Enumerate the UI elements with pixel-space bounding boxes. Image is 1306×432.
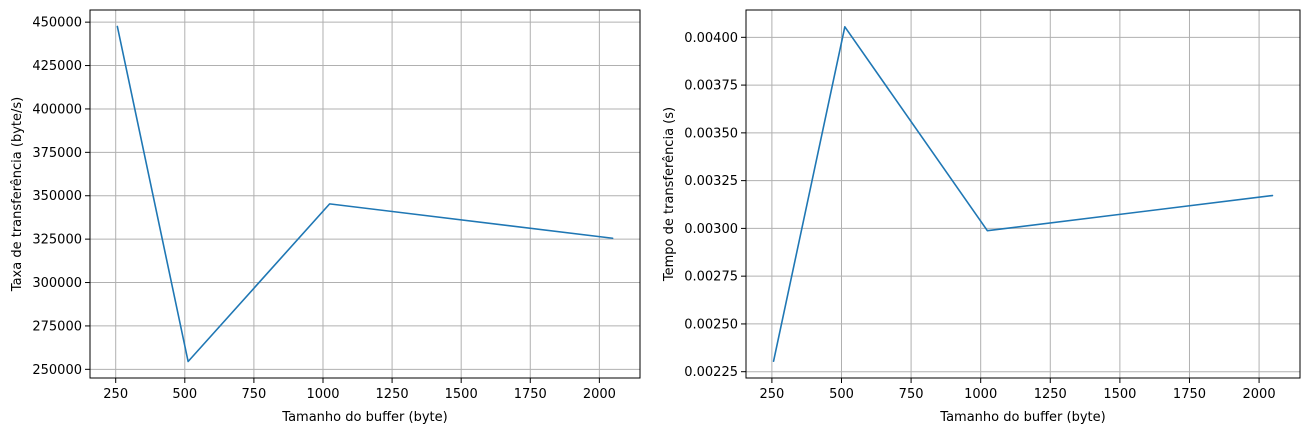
series-line	[116, 25, 614, 363]
y-tick-label: 250000	[32, 363, 82, 378]
y-tick-label: 0.00275	[684, 270, 738, 285]
series-line	[772, 26, 1274, 362]
plot-area-frame	[745, 9, 1301, 379]
x-tick-label: 250	[103, 387, 128, 402]
x-tick-label: 750	[899, 387, 924, 402]
x-axis-label: Tamanho do buffer (byte)	[939, 410, 1105, 425]
x-tick-label: 1500	[1103, 387, 1136, 402]
y-tick-label: 0.00350	[684, 126, 738, 141]
x-tick-label: 1000	[964, 387, 997, 402]
x-tick-label: 1250	[376, 387, 409, 402]
y-tick-label: 0.00300	[684, 222, 738, 237]
y-tick-label: 0.00325	[684, 174, 738, 189]
y-tick-label: 0.00400	[684, 31, 738, 46]
y-tick-label: 400000	[32, 102, 82, 117]
x-tick-label: 2000	[583, 387, 616, 402]
y-axis-label: Taxa de transferência (byte/s)	[10, 97, 25, 292]
y-tick-label: 425000	[32, 59, 82, 74]
y-tick-label: 0.00225	[684, 365, 738, 380]
y-tick-label: 275000	[32, 319, 82, 334]
x-tick-label: 1250	[1034, 387, 1067, 402]
x-tick-label: 1500	[445, 387, 478, 402]
y-tick-label: 325000	[32, 233, 82, 248]
x-axis-label: Tamanho do buffer (byte)	[281, 410, 447, 425]
chart-transfer-time: 250 500 750 1000 1250 1500 1750 2000 0.00225 0.00…	[662, 9, 1301, 425]
x-tick-label: 500	[172, 387, 197, 402]
y-tick-label: 0.00375	[684, 79, 738, 94]
x-tick-label: 1000	[306, 387, 339, 402]
y-tick-label: 0.00250	[684, 317, 738, 332]
y-tick-label: 450000	[32, 16, 82, 31]
y-tick-label: 375000	[32, 146, 82, 161]
x-tick-label: 1750	[514, 387, 547, 402]
x-tick-label: 2000	[1243, 387, 1276, 402]
x-tick-label: 500	[829, 387, 854, 402]
x-tick-label: 250	[759, 387, 784, 402]
chart-transfer-rate: 250 500 750 1000 1250 1500 1750 2000 250000 27500…	[10, 9, 641, 425]
y-tick-label: 350000	[32, 189, 82, 204]
x-tick-label: 1750	[1173, 387, 1206, 402]
plot-area-frame	[89, 9, 641, 379]
x-tick-label: 750	[241, 387, 266, 402]
y-axis-label: Tempo de transferência (s)	[662, 107, 677, 282]
y-tick-label: 300000	[32, 276, 82, 291]
